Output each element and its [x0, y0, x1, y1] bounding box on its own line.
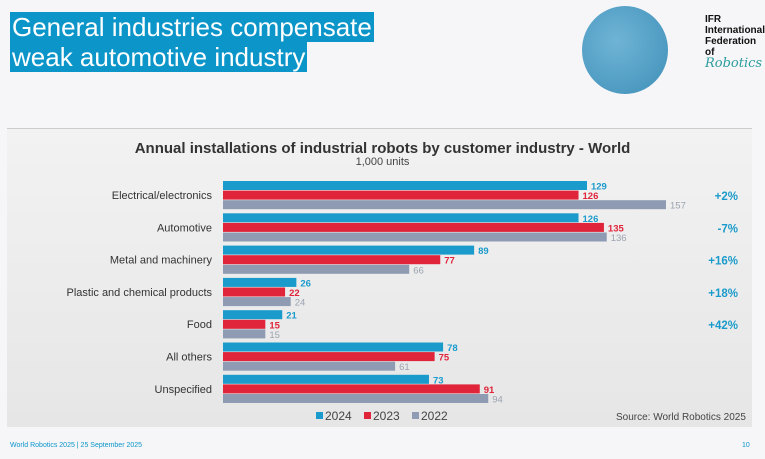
bar-2022: [223, 232, 607, 242]
bar-2022: [223, 361, 396, 371]
bar-2024: [223, 213, 579, 223]
slide-title: General industries compensate weak autom…: [10, 12, 374, 72]
data-label: 61: [399, 362, 410, 373]
bar-2024: [223, 181, 587, 190]
bar-2024: [223, 374, 429, 384]
title-line-2: weak automotive industry: [10, 42, 308, 72]
data-label: 22: [289, 288, 300, 299]
ifr-logo: IFR International Federation of Robotics: [705, 14, 765, 71]
globe-icon: [582, 6, 668, 94]
data-label: 26: [300, 278, 311, 289]
data-label: 75: [439, 353, 450, 364]
data-label: 89: [478, 246, 489, 257]
bar-2024: [223, 310, 283, 320]
data-label: 135: [608, 223, 625, 234]
category-label: Electrical/electronics: [112, 190, 213, 202]
data-label: 15: [269, 320, 280, 331]
legend-swatch-2023: [364, 412, 371, 419]
data-label: 78: [447, 343, 458, 354]
data-label: 15: [269, 330, 280, 341]
growth-label: +16%: [708, 256, 738, 268]
category-label: All others: [166, 352, 212, 364]
data-label: 77: [444, 256, 455, 267]
legend-swatch-2024: [316, 412, 323, 419]
data-label: 157: [670, 201, 686, 212]
bar-2022: [223, 297, 291, 307]
bar-2022: [223, 264, 410, 274]
bar-2023: [223, 255, 441, 265]
data-label: 94: [492, 395, 503, 406]
chart-source: Source: World Robotics 2025: [616, 412, 746, 423]
bar-2023: [223, 222, 604, 232]
category-label: Food: [187, 319, 212, 331]
bar-2024: [223, 277, 297, 287]
bar-2024: [223, 245, 475, 255]
bar-2022: [223, 329, 266, 339]
data-label: 136: [611, 233, 627, 244]
bar-2023: [223, 352, 435, 362]
legend-swatch-2022: [412, 412, 419, 419]
chart-title: Annual installations of industrial robot…: [134, 140, 631, 157]
data-label: 66: [413, 265, 424, 276]
growth-label: -7%: [718, 223, 738, 235]
legend-label: 2022: [421, 409, 448, 423]
bar-2023: [223, 287, 286, 297]
bar-2023: [223, 190, 579, 200]
bar-2024: [223, 342, 444, 352]
data-label: 24: [295, 298, 306, 309]
category-label: Unspecified: [155, 384, 212, 396]
bar-2022: [223, 394, 489, 403]
bar-2023: [223, 384, 480, 394]
bar-2023: [223, 319, 266, 329]
growth-label: +18%: [708, 288, 738, 300]
title-line-1: General industries compensate: [10, 12, 374, 42]
bar-2022: [223, 200, 666, 210]
chart-subtitle: 1,000 units: [355, 156, 410, 168]
data-label: 126: [583, 191, 599, 202]
data-label: 126: [583, 214, 599, 225]
growth-label: +2%: [715, 191, 738, 203]
legend-label: 2023: [373, 409, 400, 423]
growth-label: +42%: [708, 320, 738, 332]
footer-text: World Robotics 2025 | 25 September 2025: [10, 442, 143, 449]
category-label: Automotive: [157, 222, 212, 234]
data-label: 73: [433, 375, 444, 386]
data-label: 129: [591, 182, 607, 193]
category-label: Plastic and chemical products: [66, 287, 212, 299]
data-label: 21: [286, 311, 297, 322]
category-label: Metal and machinery: [110, 255, 213, 267]
legend-label: 2024: [325, 409, 352, 423]
page-number: 10: [742, 442, 750, 449]
data-label: 91: [484, 385, 495, 396]
